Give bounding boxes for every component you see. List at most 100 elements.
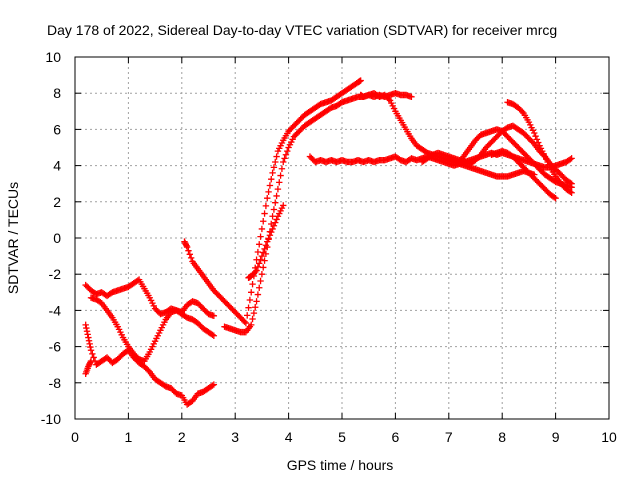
data-point xyxy=(244,312,251,319)
data-point xyxy=(250,309,258,317)
data-point xyxy=(265,188,272,196)
data-point xyxy=(552,194,559,202)
data-point xyxy=(266,182,274,189)
x-tick-label: 1 xyxy=(125,429,133,445)
data-point xyxy=(83,324,90,332)
data-point xyxy=(268,175,275,183)
x-tick-label: 2 xyxy=(178,429,186,445)
series-track-11 xyxy=(445,155,538,180)
data-point xyxy=(183,242,190,249)
data-point xyxy=(273,192,280,200)
data-point xyxy=(385,95,392,103)
x-tick-label: 4 xyxy=(285,429,293,445)
data-point xyxy=(269,169,276,177)
data-point xyxy=(281,155,288,162)
y-tick-label: -10 xyxy=(41,411,61,427)
data-point xyxy=(241,318,248,325)
data-point xyxy=(85,337,93,344)
data-point xyxy=(258,252,266,260)
data-point xyxy=(568,189,575,196)
data-point xyxy=(531,129,538,137)
data-point xyxy=(86,340,93,348)
data-point xyxy=(273,216,280,223)
data-point xyxy=(567,179,574,186)
data-point xyxy=(252,304,259,311)
data-point xyxy=(87,357,95,365)
data-point xyxy=(252,268,259,276)
data-point xyxy=(270,164,278,171)
grid xyxy=(75,57,609,419)
data-point xyxy=(210,312,218,320)
data-point xyxy=(272,199,279,206)
data-point xyxy=(253,267,260,274)
data-point xyxy=(261,245,268,253)
y-tick-label: -8 xyxy=(49,375,62,391)
x-tick-label: 3 xyxy=(231,429,239,445)
data-point xyxy=(90,354,97,361)
data-point xyxy=(261,210,268,217)
x-tick-label: 9 xyxy=(552,429,560,445)
data-point xyxy=(183,243,191,251)
data-point xyxy=(249,315,256,323)
data-point xyxy=(209,331,216,339)
y-tick-label: 4 xyxy=(53,158,61,174)
data-point xyxy=(277,172,284,179)
data-point xyxy=(87,347,95,354)
series-track-9 xyxy=(357,90,575,191)
data-point xyxy=(567,188,574,196)
data-point xyxy=(87,359,94,366)
data-point xyxy=(242,319,250,327)
data-point xyxy=(254,291,262,298)
data-point xyxy=(273,153,280,160)
data-point xyxy=(249,280,256,288)
x-tick-label: 0 xyxy=(71,429,79,445)
data-point xyxy=(532,132,539,140)
data-point xyxy=(84,331,91,338)
data-point xyxy=(269,213,276,220)
data-point xyxy=(274,185,282,193)
data-point xyxy=(248,321,255,329)
data-point xyxy=(264,194,271,202)
data-point xyxy=(568,155,575,162)
y-tick-label: -4 xyxy=(49,302,62,318)
series-track-1 xyxy=(82,276,218,320)
x-axis-label: GPS time / hours xyxy=(287,457,394,473)
data-point xyxy=(254,263,262,271)
data-point xyxy=(260,264,267,271)
data-point xyxy=(269,225,276,233)
data-point xyxy=(519,108,526,115)
data-point xyxy=(209,382,216,389)
data-point xyxy=(257,233,264,240)
data-point xyxy=(210,381,218,388)
y-tick-label: 8 xyxy=(53,85,61,101)
data-point xyxy=(278,165,286,172)
data-point xyxy=(87,343,94,351)
data-point xyxy=(248,289,255,296)
data-point xyxy=(210,332,218,339)
data-point xyxy=(187,254,195,262)
series-track-13 xyxy=(488,147,559,202)
y-tick-label: 0 xyxy=(53,230,61,246)
data-point xyxy=(185,247,192,254)
x-axis: 0 1 2 3 4 5 6 7 8 9 10 xyxy=(71,429,617,445)
data-point xyxy=(551,194,558,201)
chart-title: Day 178 of 2022, Sidereal Day-to-day VTE… xyxy=(47,22,557,38)
series-track-10 xyxy=(418,122,575,187)
data-point xyxy=(260,249,267,256)
y-tick-label: 10 xyxy=(45,49,61,65)
data-point xyxy=(272,158,279,166)
series-track-12 xyxy=(504,99,575,196)
data-point xyxy=(280,202,287,209)
data-point xyxy=(260,218,267,225)
data-point xyxy=(254,248,262,256)
series-track-4 xyxy=(82,357,95,377)
y-axis-label: SDTVAR / TECUs xyxy=(5,182,21,294)
data-point xyxy=(280,158,287,166)
plot-area xyxy=(82,77,575,408)
data-point xyxy=(568,180,575,187)
data-point xyxy=(262,242,270,249)
data-point xyxy=(82,321,89,329)
data-point xyxy=(265,235,272,242)
x-tick-label: 8 xyxy=(498,429,506,445)
data-point xyxy=(270,222,278,229)
